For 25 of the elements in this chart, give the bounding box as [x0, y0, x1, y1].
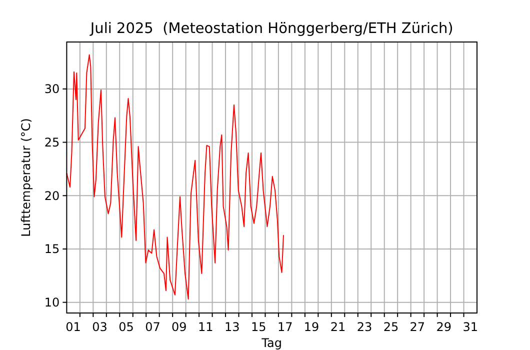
- x-tick-label: 27: [410, 320, 426, 334]
- x-tick-label: 19: [304, 320, 320, 334]
- y-tick-label: 25: [44, 135, 60, 150]
- x-tick-label: 31: [462, 320, 478, 334]
- x-axis-title: Tag: [260, 336, 282, 350]
- x-tick-label: 15: [250, 320, 266, 334]
- line-series: [66, 54, 284, 300]
- x-tick-label: 23: [356, 320, 372, 334]
- x-tick-label: 13: [224, 320, 240, 334]
- x-tick-label: 25: [383, 320, 399, 334]
- y-tick-label: 15: [44, 242, 60, 256]
- y-tick-label: 20: [44, 188, 60, 203]
- x-tick-label: 11: [198, 320, 214, 334]
- x-tick-label: 09: [172, 320, 187, 334]
- y-axis-title: Lufttemperatur (°C): [19, 118, 33, 237]
- y-tick-label: 10: [44, 296, 60, 310]
- x-tick-label: 03: [92, 320, 108, 334]
- x-tick-label: 07: [145, 320, 160, 334]
- x-tick-label: 01: [66, 320, 81, 334]
- y-tick-label: 30: [44, 82, 60, 96]
- x-tick-label: 05: [118, 320, 134, 334]
- chart-title: Juli 2025 (Meteostation Hönggerberg/ETH Zürich): [89, 21, 454, 37]
- x-tick-label: 21: [330, 320, 346, 334]
- x-tick-label: 17: [277, 320, 293, 334]
- x-tick-label: 29: [436, 320, 452, 334]
